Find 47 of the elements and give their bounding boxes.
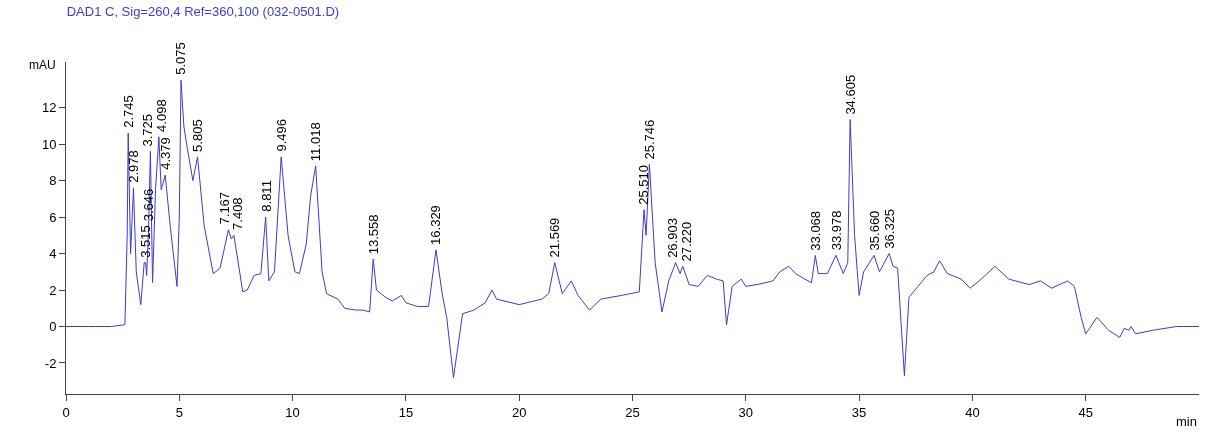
annotation: 7.408 bbox=[230, 197, 246, 230]
x-tick-label: 20 bbox=[511, 404, 527, 420]
x-tick-label: 0 bbox=[62, 404, 70, 420]
y-tick-label: 4 bbox=[49, 246, 57, 262]
annotation: 25.510 bbox=[636, 165, 652, 205]
annotation: 9.496 bbox=[273, 118, 289, 152]
annotation: 36.325 bbox=[881, 208, 897, 249]
annotation: 21.569 bbox=[547, 217, 563, 258]
annotation: 35.660 bbox=[866, 210, 882, 251]
annotation: 34.605 bbox=[842, 74, 858, 115]
annotation: 13.558 bbox=[366, 214, 382, 255]
x-tick-label: 45 bbox=[1078, 404, 1093, 420]
x-tick-label: 40 bbox=[965, 404, 980, 420]
x-tick-label: 35 bbox=[851, 404, 867, 420]
annotation: 2.745 bbox=[120, 95, 136, 128]
x-tick-label: 5 bbox=[175, 404, 183, 420]
x-tick-label: 15 bbox=[398, 404, 414, 420]
annotation: 5.075 bbox=[173, 42, 189, 75]
annotation: 33.978 bbox=[828, 210, 844, 251]
annotation: 7.167 bbox=[216, 191, 232, 225]
x-tick-label: 25 bbox=[625, 404, 640, 420]
x-axis-title: min bbox=[1176, 414, 1197, 429]
y-tick-label: 12 bbox=[41, 100, 57, 116]
y-tick-label: 10 bbox=[41, 136, 57, 152]
annotation: 16.329 bbox=[428, 205, 444, 245]
x-tick-label: 10 bbox=[285, 404, 300, 420]
annotation: 26.903 bbox=[664, 218, 680, 258]
annotation: 33.068 bbox=[807, 210, 823, 251]
x-tick-label: 30 bbox=[738, 404, 754, 420]
y-tick-label: 8 bbox=[49, 173, 57, 189]
annotation: 8.811 bbox=[258, 180, 274, 212]
annotation: 4.379 bbox=[157, 137, 173, 170]
y-tick-label: 0 bbox=[49, 319, 57, 335]
annotation: 3.646 bbox=[140, 188, 156, 222]
annotation: 11.018 bbox=[308, 122, 324, 162]
annotation: 25.746 bbox=[642, 119, 658, 160]
y-tick-label: -2 bbox=[44, 355, 57, 371]
y-axis-title: mAU bbox=[29, 58, 56, 72]
annotation: 2.978 bbox=[126, 150, 142, 183]
y-tick-label: 6 bbox=[49, 209, 57, 225]
y-tick-label: 2 bbox=[49, 282, 57, 298]
annotation: 4.098 bbox=[154, 99, 170, 132]
annotation: 3.725 bbox=[139, 113, 155, 147]
annotation: 5.805 bbox=[190, 119, 206, 152]
annotation: 3.515 bbox=[138, 225, 154, 258]
chart-title: DAD1 C, Sig=260,4 Ref=360,100 (032-0501.D) bbox=[66, 3, 340, 19]
annotation: 27.220 bbox=[678, 221, 694, 262]
